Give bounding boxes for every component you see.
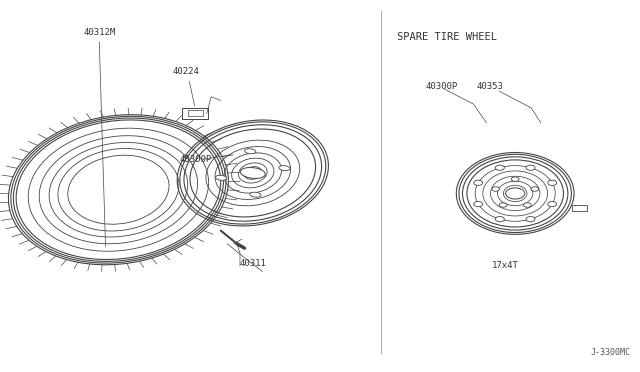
Circle shape [511, 177, 519, 182]
Circle shape [531, 187, 539, 191]
Ellipse shape [244, 149, 256, 154]
Ellipse shape [240, 167, 266, 179]
Text: 40353: 40353 [477, 82, 504, 91]
Ellipse shape [216, 175, 227, 180]
Circle shape [548, 180, 557, 185]
Text: 40300P: 40300P [179, 155, 211, 164]
Ellipse shape [279, 166, 290, 171]
FancyBboxPatch shape [182, 108, 208, 119]
Text: SPARE TIRE WHEEL: SPARE TIRE WHEEL [397, 32, 497, 42]
Text: 40311: 40311 [240, 259, 267, 268]
Ellipse shape [250, 192, 261, 197]
Text: 40312M: 40312M [83, 28, 115, 37]
Text: 40224: 40224 [172, 67, 199, 76]
Text: 40300P: 40300P [426, 82, 458, 91]
Circle shape [526, 165, 535, 170]
Circle shape [526, 217, 535, 222]
Circle shape [495, 217, 504, 222]
Circle shape [548, 202, 557, 207]
Circle shape [499, 203, 507, 207]
Circle shape [474, 180, 483, 185]
Text: J-3300MC: J-3300MC [590, 348, 630, 357]
FancyBboxPatch shape [572, 205, 588, 211]
Circle shape [495, 165, 504, 170]
Circle shape [506, 188, 525, 199]
Circle shape [474, 202, 483, 207]
Circle shape [492, 187, 499, 191]
Text: 17x4T: 17x4T [492, 261, 519, 270]
Circle shape [524, 203, 531, 207]
